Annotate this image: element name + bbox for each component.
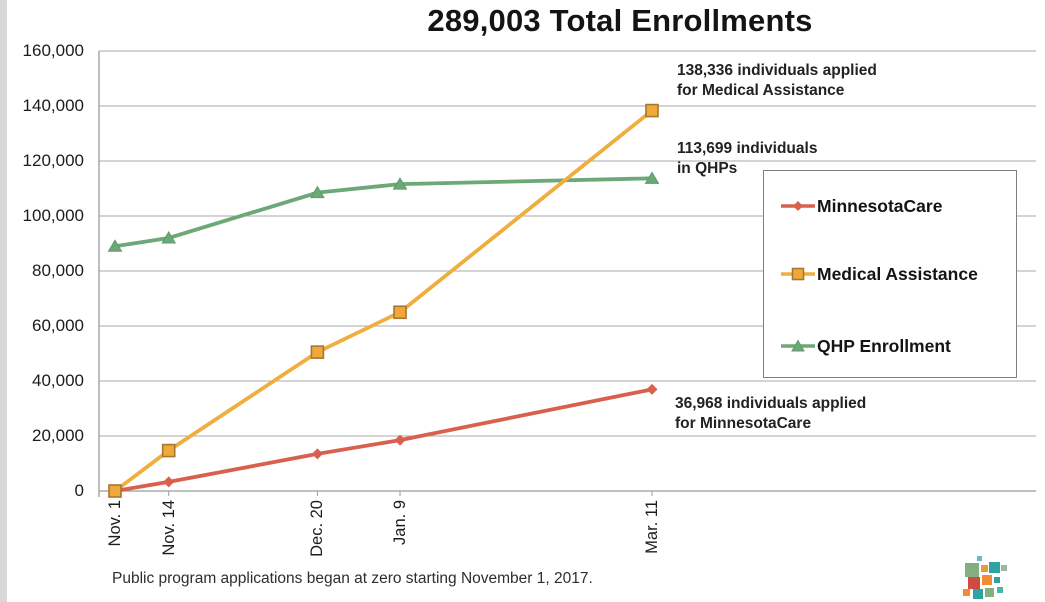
legend-swatch-diamond-icon xyxy=(781,201,815,211)
data-point-square xyxy=(645,103,659,118)
annotation-minnesotacare: 36,968 individuals applied for Minnesota… xyxy=(675,394,866,434)
legend-label: MinnesotaCare xyxy=(817,195,943,216)
annotation-qhp: 113,699 individuals in QHPs xyxy=(677,139,817,179)
series-line-qhp-enrollment xyxy=(114,176,653,249)
logo-square xyxy=(997,587,1003,593)
x-axis-tick-label: Nov. 14 xyxy=(159,500,178,556)
legend-swatch-triangle-icon xyxy=(781,339,815,352)
y-axis-tick-label: 80,000 xyxy=(32,261,84,280)
annotation-line: in QHPs xyxy=(677,160,738,177)
mosaic-pixel-logo-icon xyxy=(960,554,1020,602)
y-axis-tick-label: 120,000 xyxy=(22,151,84,170)
logo-square xyxy=(985,588,994,597)
y-axis-tick-label: 40,000 xyxy=(32,371,84,390)
logo-square xyxy=(973,589,983,599)
legend-entry-medical-assistance: Medical Assistance xyxy=(780,263,978,285)
data-point-triangle xyxy=(107,239,123,252)
logo-square xyxy=(982,575,992,585)
legend-swatch-square-icon xyxy=(781,267,815,281)
y-axis-tick-label: 60,000 xyxy=(32,316,84,335)
series-line-medical-assistance xyxy=(113,109,654,493)
y-axis-tick-label: 140,000 xyxy=(22,96,84,115)
logo-square xyxy=(989,562,1000,573)
logo-square xyxy=(965,563,979,577)
annotation-line: 36,968 individuals applied xyxy=(675,395,867,412)
annotation-line: 113,699 individuals xyxy=(677,140,818,157)
x-axis-tick-label: Mar. 11 xyxy=(643,500,661,554)
logo-square xyxy=(1001,565,1007,571)
data-point-square xyxy=(393,305,407,320)
annotation-line: 138,336 individuals applied xyxy=(677,62,877,79)
chart-title: 289,003 Total Enrollments xyxy=(427,3,813,38)
legend-entry-minnesotacare: MinnesotaCare xyxy=(780,195,942,217)
logo-square xyxy=(968,577,980,589)
data-point-triangle xyxy=(161,231,177,244)
page-edge-strip xyxy=(0,0,7,602)
y-axis-tick-label: 0 xyxy=(74,481,84,500)
x-axis-tick-label: Nov. 1 xyxy=(106,500,124,547)
data-point-diamond xyxy=(311,448,323,460)
logo-square xyxy=(981,565,988,572)
data-point-diamond xyxy=(646,383,658,395)
data-point-triangle xyxy=(310,185,325,199)
legend-entry-qhp: QHP Enrollment xyxy=(780,335,951,357)
data-point-triangle xyxy=(644,171,660,184)
data-point-square xyxy=(108,484,122,498)
legend-label: QHP Enrollment xyxy=(817,335,951,356)
chart-legend: MinnesotaCare Medical Assistance QHP Enr… xyxy=(763,170,1017,378)
chart-footnote: Public program applications began at zer… xyxy=(112,570,593,587)
data-point-diamond xyxy=(394,434,406,446)
x-axis-tick-label: Dec. 20 xyxy=(308,500,327,557)
y-axis-tick-label: 100,000 xyxy=(22,206,84,225)
annotation-line: for Medical Assistance xyxy=(677,82,845,99)
logo-square xyxy=(994,577,1000,583)
logo-square xyxy=(977,556,982,561)
annotation-medical-assistance: 138,336 individuals applied for Medical … xyxy=(677,61,877,101)
annotation-line: for MinnesotaCare xyxy=(675,415,812,432)
legend-label: Medical Assistance xyxy=(817,263,978,284)
data-point-square xyxy=(310,345,325,359)
data-point-diamond xyxy=(163,476,175,488)
y-axis-tick-label: 160,000 xyxy=(22,41,84,60)
y-axis-tick-label: 20,000 xyxy=(32,426,84,445)
x-axis-tick-label: Jan. 9 xyxy=(391,500,410,545)
logo-square xyxy=(963,589,970,596)
data-point-triangle xyxy=(392,177,408,190)
series-line-minnesotacare xyxy=(114,387,653,493)
data-point-square xyxy=(161,443,176,458)
